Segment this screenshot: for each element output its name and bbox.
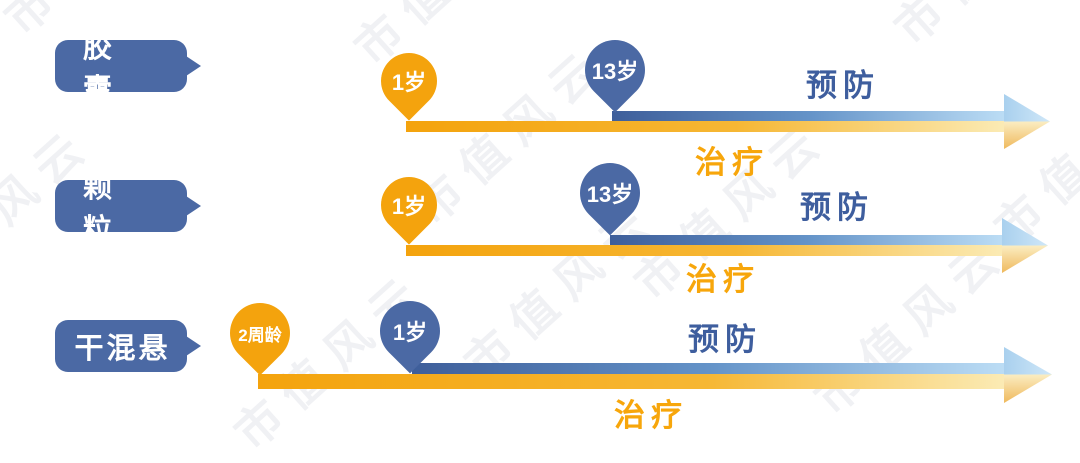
label-tail-icon (186, 336, 201, 356)
row-label-capsule: 胶囊 (55, 32, 201, 106)
row-label-dry-suspension: 干混悬 (55, 320, 201, 372)
age-pin-granules-prevention-start: 13岁 (567, 150, 653, 236)
label-tail-icon (186, 196, 201, 216)
treatment-label-capsule: 治疗 (695, 145, 769, 180)
pin-label: 1岁 (392, 320, 428, 345)
prevention-label-capsule: 预防 (806, 68, 880, 103)
age-pin-capsule-prevention-start: 13岁 (572, 27, 658, 113)
label-tail-icon (186, 56, 201, 76)
age-pin-dry-suspension-prevention-start: 1岁 (367, 288, 453, 374)
age-pin-dry-suspension-treatment-start: 2周龄 (217, 290, 303, 376)
age-pin-granules-treatment-start: 1岁 (369, 165, 449, 245)
arrow-row-granules (406, 218, 1048, 273)
age-pin-capsule-treatment-start: 1岁 (369, 41, 449, 121)
treatment-label-granules: 治疗 (686, 262, 760, 297)
arrow-row-dry-suspension (258, 347, 1052, 403)
prevention-label-dry-suspension: 预防 (688, 322, 762, 357)
pin-label: 2周龄 (238, 325, 282, 345)
row-label-text: 胶囊 (83, 32, 141, 106)
pin-label: 13岁 (586, 182, 634, 207)
row-label-text: 干混悬 (74, 333, 171, 365)
prevention-label-granules: 预防 (800, 190, 874, 225)
row-label-text: 颗粒 (83, 172, 141, 246)
pin-label: 1岁 (391, 70, 427, 95)
row-label-granules: 颗粒 (55, 172, 201, 246)
pin-label: 13岁 (591, 59, 639, 84)
arrow-row-capsule (406, 94, 1050, 149)
treatment-label-dry-suspension: 治疗 (614, 398, 688, 433)
pin-label: 1岁 (391, 194, 427, 219)
